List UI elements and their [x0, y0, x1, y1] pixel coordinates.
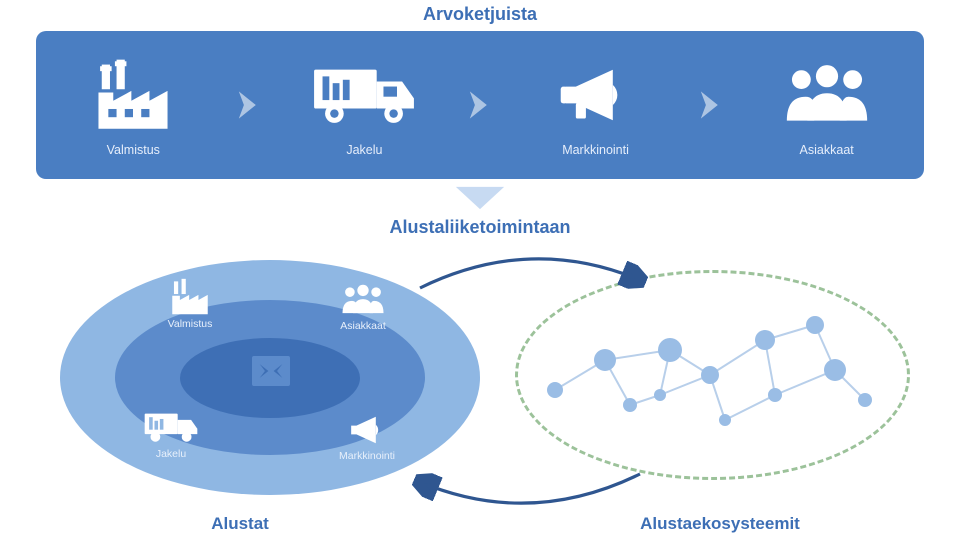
lower-region: Valmistus Asiakkaat Jakelu [0, 252, 960, 510]
chain-label: Valmistus [107, 143, 160, 157]
platform-icon-markkinointi: Markkinointi [322, 412, 412, 462]
platform-label: Valmistus [145, 318, 235, 330]
chevron-icon [694, 88, 728, 122]
ecosystem-network [515, 270, 910, 480]
platform-label: Markkinointi [322, 450, 412, 462]
platform-core-icon [252, 356, 290, 386]
value-chain-row: Valmistus Jakelu [36, 31, 924, 179]
truck-icon [309, 53, 419, 137]
chain-item-markkinointi: Markkinointi [536, 53, 656, 157]
down-arrow-icon [451, 185, 509, 211]
chain-item-valmistus: Valmistus [73, 53, 193, 157]
chevron-icon [232, 88, 266, 122]
chain-label: Jakelu [346, 143, 382, 157]
exchange-arrow-top [400, 240, 660, 300]
platform-icon-valmistus: Valmistus [145, 278, 235, 330]
chevron-icon [463, 88, 497, 122]
chain-label: Asiakkaat [800, 143, 854, 157]
people-icon [780, 53, 874, 137]
title-arvoketjuista: Arvoketjuista [0, 0, 960, 31]
chain-label: Markkinointi [562, 143, 629, 157]
title-alustaliiketoimintaan: Alustaliiketoimintaan [0, 211, 960, 242]
title-alustaekosysteemit: Alustaekosysteemit [480, 514, 960, 534]
platform-icon-asiakkaat: Asiakkaat [318, 282, 408, 332]
platform-icon-jakelu: Jakelu [126, 408, 216, 460]
chain-item-jakelu: Jakelu [304, 53, 424, 157]
factory-icon [91, 53, 175, 137]
title-alustat: Alustat [0, 514, 480, 534]
chain-item-asiakkaat: Asiakkaat [767, 53, 887, 157]
platform-label: Jakelu [126, 448, 216, 460]
exchange-arrow-bottom [400, 462, 660, 522]
megaphone-icon [554, 53, 638, 137]
platform-label: Asiakkaat [318, 320, 408, 332]
bottom-titles: Alustat Alustaekosysteemit [0, 514, 960, 534]
